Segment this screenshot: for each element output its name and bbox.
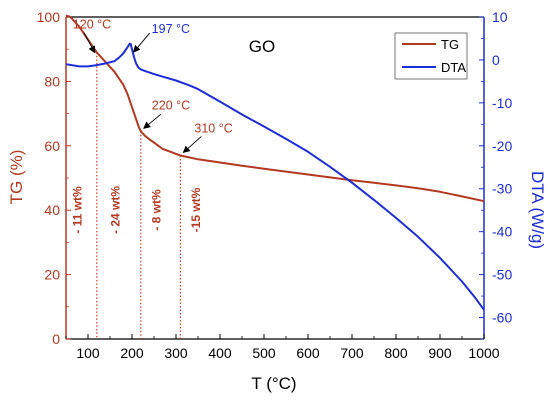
x-tick-label: 800 bbox=[384, 345, 408, 361]
x-axis-title: T (°C) bbox=[251, 374, 296, 393]
y-right-tick-label: 0 bbox=[492, 52, 500, 68]
y-right-tick-label: -10 bbox=[492, 95, 512, 111]
annotation-arrow bbox=[143, 113, 162, 129]
annotation-layer: 120 °C 197 °C 220 °C 310 °C - 11 wt% - 24 wt%… bbox=[70, 18, 232, 234]
y-left-tick-label: 60 bbox=[44, 138, 60, 154]
series-line-dta bbox=[65, 42, 485, 311]
annotation-310: 310 °C bbox=[194, 121, 232, 135]
y-axis-left-title: TG (%) bbox=[7, 150, 26, 205]
annotation-220: 220 °C bbox=[152, 98, 190, 112]
mass-loss-label: -15 wt% bbox=[189, 187, 203, 232]
annotation-arrow bbox=[83, 32, 96, 54]
y-left-tick-label: 20 bbox=[44, 267, 60, 283]
y-right-tick-label: -30 bbox=[492, 181, 512, 197]
y-left-tick-label: 0 bbox=[52, 331, 60, 347]
y-right-tick-label: -60 bbox=[492, 310, 512, 326]
y-right-tick-label: -40 bbox=[492, 224, 512, 240]
legend-dta-label: DTA bbox=[441, 60, 466, 75]
legend-box bbox=[394, 32, 468, 80]
x-tick-label: 500 bbox=[252, 345, 276, 361]
y-right-tick-label: 10 bbox=[492, 9, 508, 25]
x-tick-label: 100 bbox=[76, 345, 100, 361]
mass-loss-label: - 24 wt% bbox=[109, 186, 123, 234]
mass-loss-label: - 8 wt% bbox=[150, 189, 164, 231]
legend: TG DTA bbox=[394, 32, 468, 80]
legend-tg-label: TG bbox=[441, 37, 459, 52]
y-axis-right: 10 0 -10 -20 -30 -40 -50 -60 bbox=[479, 9, 512, 340]
x-tick-label: 900 bbox=[428, 345, 452, 361]
x-axis: 100 200 300 400 500 600 700 800 900 1000 bbox=[65, 334, 500, 361]
x-tick-label: 700 bbox=[340, 345, 364, 361]
annotation-arrow bbox=[133, 32, 151, 53]
annotation-197: 197 °C bbox=[152, 22, 190, 36]
y-left-tick-label: 100 bbox=[37, 9, 61, 25]
y-right-tick-label: -20 bbox=[492, 138, 512, 154]
y-left-tick-label: 40 bbox=[44, 202, 60, 218]
x-tick-label: 400 bbox=[208, 345, 232, 361]
series-line-tg bbox=[65, 14, 485, 203]
drop-lines bbox=[96, 52, 181, 339]
x-tick-label: 300 bbox=[164, 345, 188, 361]
x-tick-label: 200 bbox=[120, 345, 144, 361]
y-left-tick-label: 80 bbox=[44, 73, 60, 89]
x-tick-label: 600 bbox=[296, 345, 320, 361]
annotation-120: 120 °C bbox=[73, 18, 111, 32]
y-axis-right-title: DTA (W/g) bbox=[528, 171, 547, 249]
series-layer bbox=[65, 14, 485, 311]
chart-title: GO bbox=[249, 37, 275, 56]
y-axis-left: 0 20 40 60 80 100 bbox=[37, 9, 71, 347]
x-tick-label: 1000 bbox=[468, 345, 499, 361]
annotation-arrow bbox=[182, 136, 202, 154]
y-right-tick-label: -50 bbox=[492, 267, 512, 283]
mass-loss-label: - 11 wt% bbox=[70, 186, 84, 234]
